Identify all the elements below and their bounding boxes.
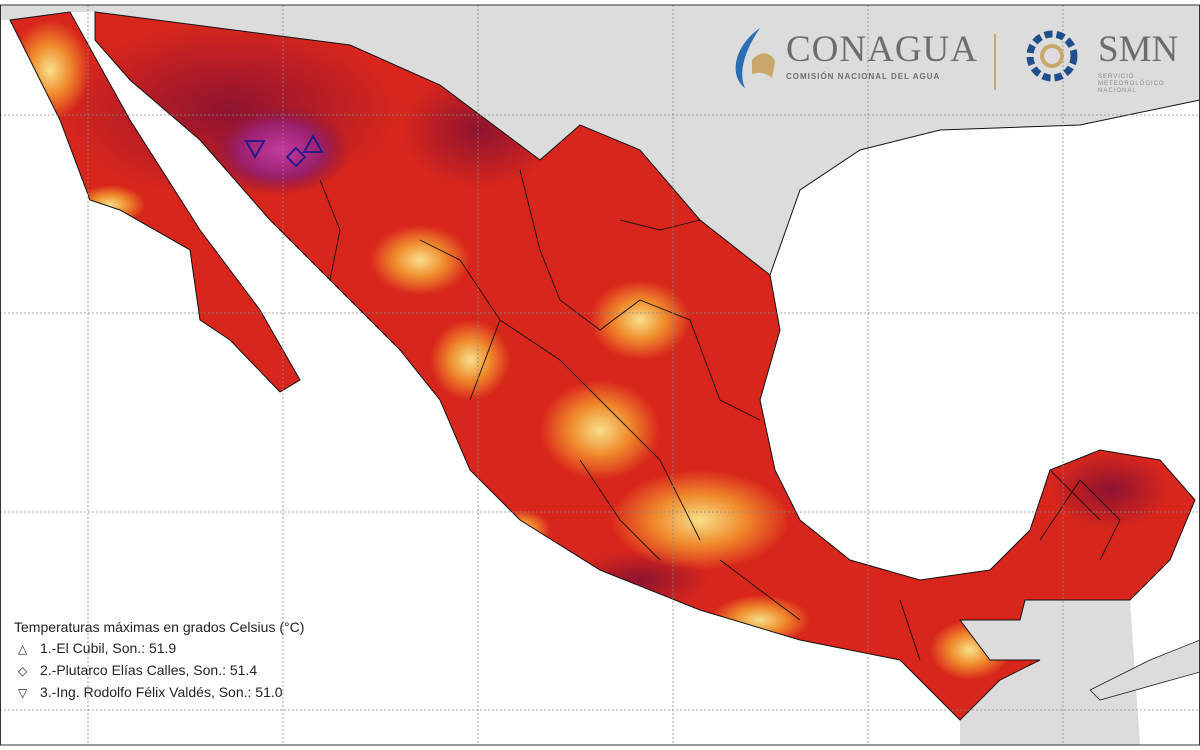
conagua-logo-text: CONAGUA <box>786 29 978 70</box>
logos: CONAGUA COMISIÓN NACIONAL DEL AGUA SMN S… <box>728 24 1200 94</box>
legend-label: 1.-El Cubil, Son.: 51.9 <box>40 640 177 656</box>
legend-title: Temperaturas máximas en grados Celsius (… <box>14 619 305 635</box>
legend: Temperaturas máximas en grados Celsius (… <box>14 617 304 704</box>
conagua-subtitle: COMISIÓN NACIONAL DEL AGUA <box>786 72 941 81</box>
smn-logo-icon <box>1026 30 1078 82</box>
triangle-icon: △ <box>18 642 28 656</box>
legend-item: ◇ 2.-Plutarco Elías Calles, Son.: 51.4 <box>14 660 304 682</box>
station-1-triangle-marker[interactable] <box>302 134 324 153</box>
station-3-inverted-triangle-marker[interactable] <box>244 140 266 159</box>
usa-land <box>0 5 1200 275</box>
diamond-icon: ◇ <box>18 664 28 678</box>
legend-label: 3.-Ing. Rodolfo Félix Valdés, Son.: 51.0 <box>40 684 283 700</box>
graticule <box>0 5 1200 745</box>
smn-subtitle: SERVICIO METEOROLÓGICO NACIONAL <box>1098 74 1165 94</box>
smn-logo-text: SMN <box>1098 29 1179 70</box>
legend-item: ▽ 3.-Ing. Rodolfo Félix Valdés, Son.: 51.… <box>14 682 304 704</box>
logo-divider <box>994 34 996 90</box>
cuba-land <box>1089 639 1200 701</box>
inverted-triangle-icon: ▽ <box>18 686 28 700</box>
legend-label: 2.-Plutarco Elías Calles, Son.: 51.4 <box>40 662 258 678</box>
us-gulf-coast <box>769 99 1200 276</box>
guatemala-belize-land <box>960 600 1140 745</box>
legend-item: △ 1.-El Cubil, Son.: 51.9 <box>14 638 304 660</box>
station-2-diamond-marker[interactable] <box>285 146 307 168</box>
conagua-logo-icon <box>735 28 775 88</box>
